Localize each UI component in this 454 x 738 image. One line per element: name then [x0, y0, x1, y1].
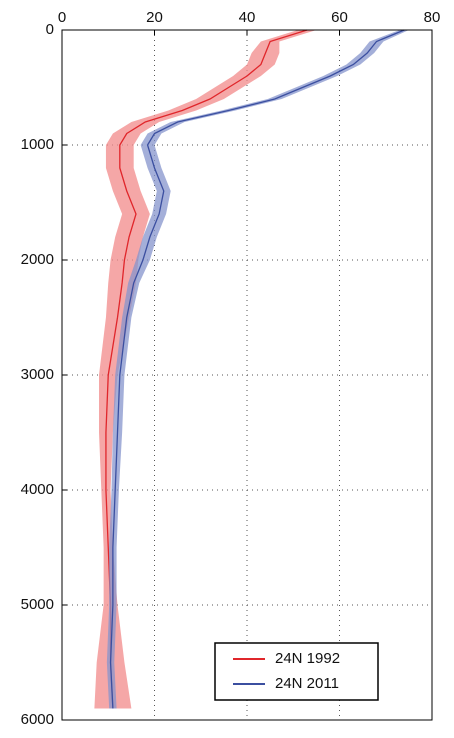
y-tick-label: 4000	[21, 481, 54, 498]
x-tick-label: 80	[424, 9, 441, 26]
y-tick-label: 6000	[21, 711, 54, 728]
plot-frame	[61, 29, 433, 721]
x-tick-label: 60	[331, 9, 348, 26]
error-band	[94, 30, 317, 709]
y-tick-label: 5000	[21, 596, 54, 613]
y-tick-label: 3000	[21, 366, 54, 383]
x-tick-label: 40	[239, 9, 256, 26]
y-tick-label: 2000	[21, 251, 54, 268]
legend-label: 24N 2011	[275, 675, 339, 692]
series-line	[109, 29, 405, 709]
series-line	[105, 29, 308, 709]
legend-label: 24N 1992	[275, 650, 340, 667]
legend-box	[214, 642, 379, 701]
x-tick-label: 20	[146, 9, 163, 26]
error-band	[106, 30, 409, 709]
y-tick-label: 0	[46, 21, 54, 38]
y-tick-label: 1000	[21, 136, 54, 153]
x-tick-label: 0	[58, 9, 66, 26]
